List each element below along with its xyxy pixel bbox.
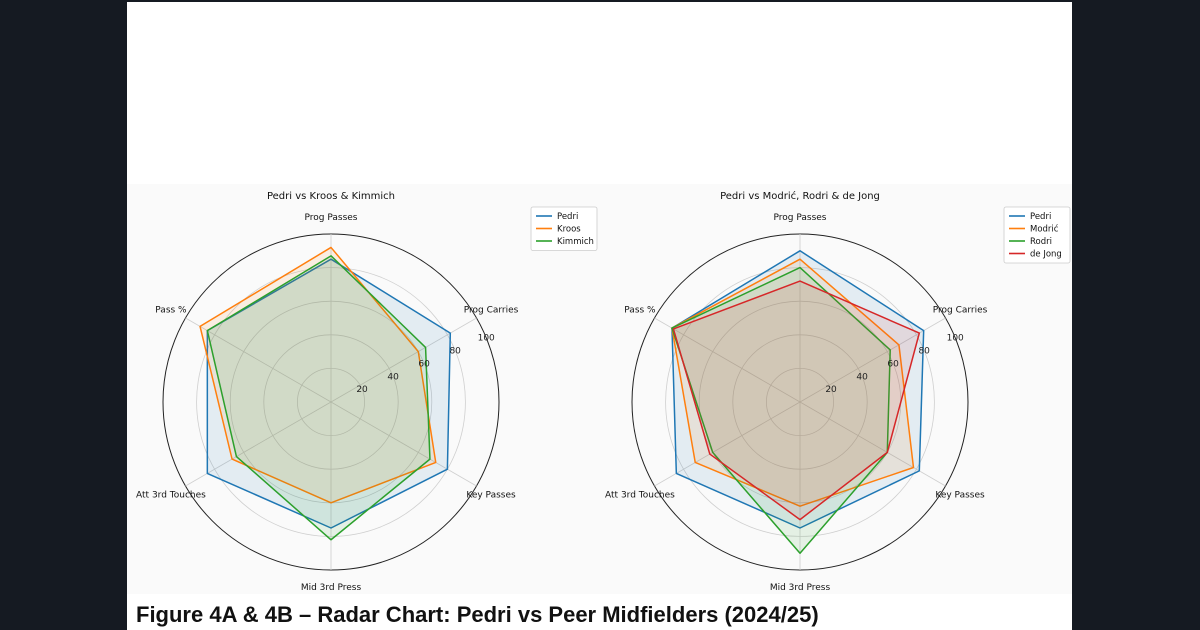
legend-label-kroos: Kroos (557, 225, 581, 235)
axis-label-mid-3rd-press: Mid 3rd Press (770, 583, 831, 593)
radar-charts: 20 40 60 80 100 Prog Passes Prog Carries Key Pa… (136, 190, 1071, 593)
radar-chart-2: 20 40 60 80 100 Prog Passes Prog Carries Key Pa… (605, 190, 1071, 593)
series-rodri (671, 266, 891, 554)
series-de-jong (672, 280, 921, 521)
legend: Pedri Kroos Kimmich (530, 206, 598, 251)
grid-spoke (185, 317, 332, 403)
figure-caption: Figure 4A & 4B – Radar Chart: Pedri vs P… (136, 602, 819, 627)
chart-title: Pedri vs Modrić, Rodri & de Jong (720, 190, 880, 202)
radar-chart-1: 20 40 60 80 100 Prog Passes Prog Carries Key Pa… (136, 191, 598, 593)
chart-title: Pedri vs Kroos & Kimmich (267, 191, 395, 202)
legend-label-rodri: Rodri (1030, 237, 1052, 247)
series-kroos (199, 246, 437, 504)
axis-label-prog-carries: Prog Carries (464, 306, 519, 316)
r-tick-label: 80 (449, 347, 461, 357)
grid-spoke (799, 317, 946, 403)
legend: Pedri Modrić Rodri de Jong (1003, 206, 1071, 264)
axis-label-att-3rd-touches: Att 3rd Touches (605, 490, 675, 500)
legend-box (530, 206, 598, 251)
r-tick-label: 40 (387, 372, 399, 382)
legend-box (1003, 206, 1071, 264)
document-page: 20 40 60 80 100 Prog Passes Prog Carries Key Pa… (127, 2, 1072, 630)
axis-label-prog-passes: Prog Passes (774, 213, 827, 223)
legend-label-kimmich: Kimmich (557, 237, 594, 247)
axis-label-prog-passes: Prog Passes (305, 213, 358, 223)
legend-label-modric: Modrić (1030, 224, 1059, 235)
r-tick-label: 20 (825, 385, 837, 395)
axis-label-key-passes: Key Passes (466, 490, 516, 500)
axis-label-prog-carries: Prog Carries (933, 306, 988, 316)
grid-spoke (185, 401, 332, 487)
grid-spoke (330, 317, 477, 403)
r-tick-label: 40 (856, 372, 868, 382)
r-tick-label: 80 (918, 347, 930, 357)
axis-label-mid-3rd-press: Mid 3rd Press (301, 583, 362, 593)
axis-label-pass: Pass % (624, 306, 656, 316)
axis-label-key-passes: Key Passes (935, 490, 985, 500)
legend-label-de-jong: de Jong (1030, 250, 1062, 260)
legend-label-pedri: Pedri (1030, 212, 1051, 222)
r-tick-label: 100 (478, 334, 495, 344)
chart-panel: 20 40 60 80 100 Prog Passes Prog Carries Key Pa… (127, 184, 1072, 594)
r-tick-label: 60 (887, 359, 899, 369)
grid-spoke (654, 401, 801, 487)
grid-spoke (330, 401, 477, 487)
grid-spoke (799, 401, 946, 487)
legend-label-pedri: Pedri (557, 212, 578, 222)
series-kimmich (206, 255, 431, 541)
axis-label-pass: Pass % (155, 306, 187, 316)
r-tick-label: 100 (947, 334, 964, 344)
grid-spoke (654, 317, 801, 403)
axis-label-att-3rd-touches: Att 3rd Touches (136, 490, 206, 500)
r-tick-label: 20 (356, 385, 368, 395)
r-tick-label: 60 (418, 359, 430, 369)
